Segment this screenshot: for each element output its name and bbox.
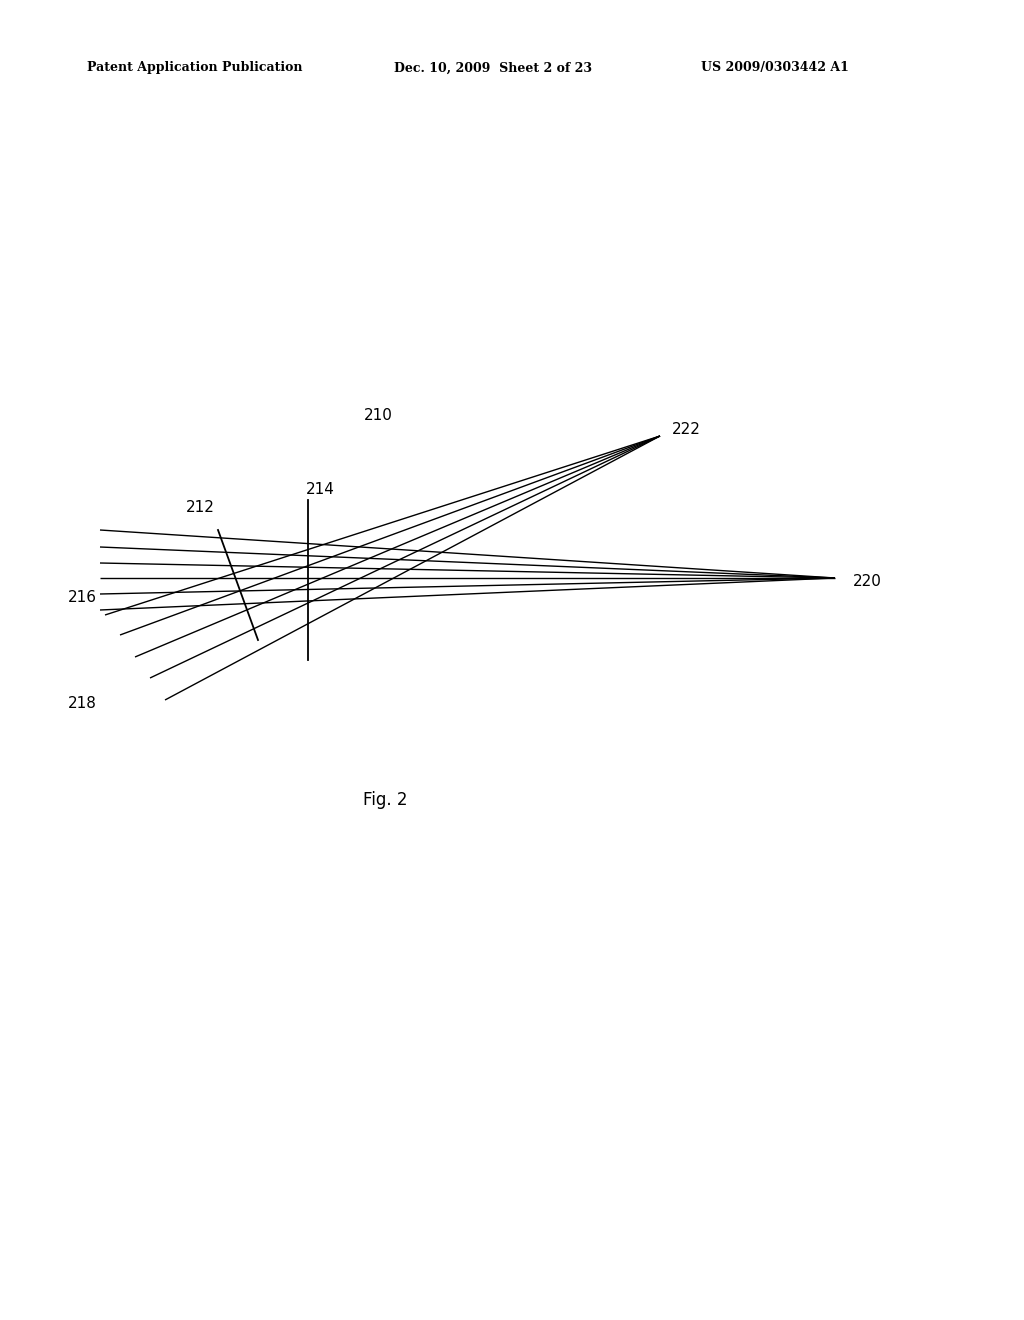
Text: 222: 222: [672, 422, 700, 437]
Text: 212: 212: [186, 500, 215, 516]
Text: 216: 216: [68, 590, 97, 605]
Text: 218: 218: [69, 696, 97, 710]
Text: 214: 214: [305, 483, 335, 498]
Text: 220: 220: [853, 573, 882, 589]
Text: US 2009/0303442 A1: US 2009/0303442 A1: [701, 62, 849, 74]
Text: Dec. 10, 2009  Sheet 2 of 23: Dec. 10, 2009 Sheet 2 of 23: [394, 62, 592, 74]
Text: 210: 210: [364, 408, 392, 422]
Text: Patent Application Publication: Patent Application Publication: [87, 62, 302, 74]
Text: Fig. 2: Fig. 2: [362, 791, 408, 809]
